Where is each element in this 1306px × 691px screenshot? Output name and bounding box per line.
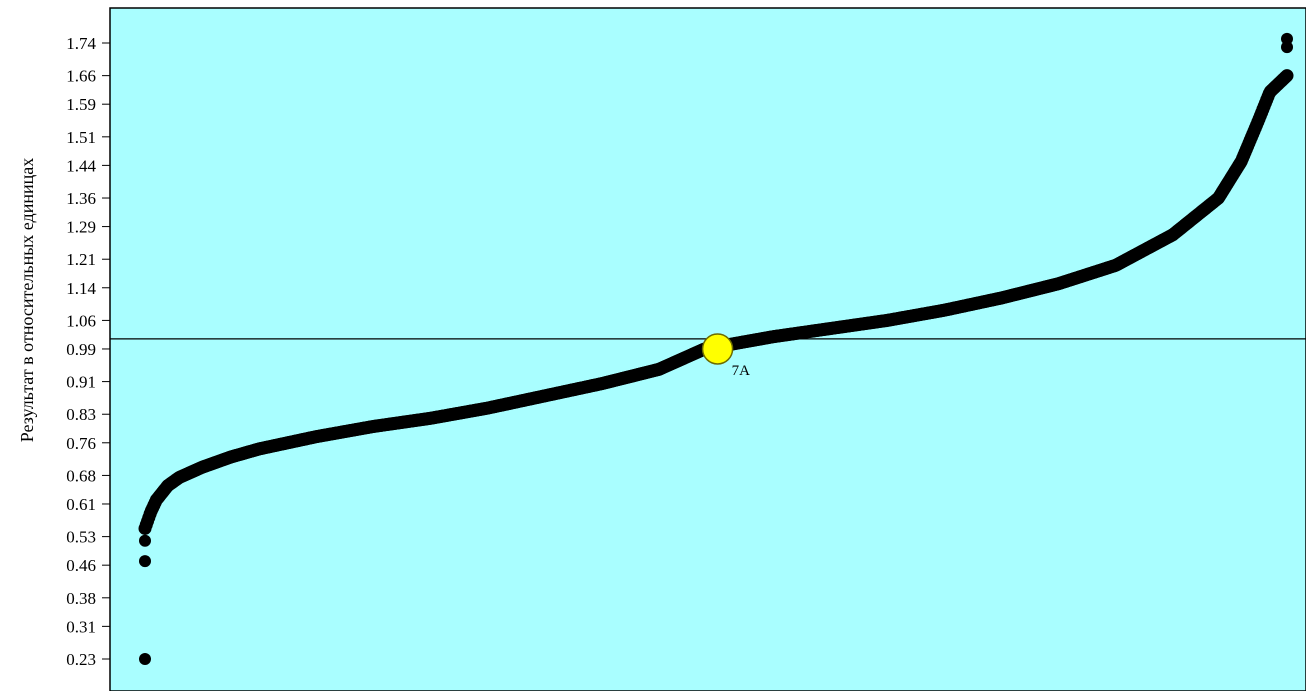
y-tick-label: 0.91 — [66, 373, 96, 392]
outlier-point — [1281, 32, 1293, 45]
y-tick-label: 0.76 — [66, 434, 96, 453]
y-tick-label: 1.66 — [66, 67, 96, 86]
outlier-point — [139, 555, 151, 568]
y-tick-label: 0.83 — [66, 405, 96, 424]
y-tick-label: 1.36 — [66, 189, 96, 208]
y-tick-label: 1.29 — [66, 218, 96, 237]
y-tick-label: 1.74 — [66, 34, 96, 53]
y-tick-label: 1.51 — [66, 128, 96, 147]
y-tick-label: 0.46 — [66, 556, 96, 575]
y-tick-label: 0.68 — [66, 466, 96, 485]
y-tick-label: 0.53 — [66, 528, 96, 547]
y-tick-label: 0.99 — [66, 340, 96, 359]
outlier-point — [139, 534, 151, 547]
y-tick-label: 1.06 — [66, 311, 96, 330]
outlier-point — [139, 653, 151, 665]
y-tick-label: 1.59 — [66, 95, 96, 114]
y-tick-label: 1.14 — [66, 279, 96, 298]
y-tick-label: 0.61 — [66, 495, 96, 514]
data-points — [138, 32, 1294, 665]
y-axis-label: Результат в относительных единицах — [17, 158, 37, 442]
y-tick-label: 0.23 — [66, 650, 96, 669]
y-tick-label: 0.31 — [66, 617, 96, 636]
highlight-point — [701, 333, 734, 365]
y-tick-label: 1.21 — [66, 250, 96, 269]
highlight-label: 7A — [732, 363, 751, 379]
y-tick-label: 0.38 — [66, 589, 96, 608]
data-point — [1280, 69, 1294, 83]
y-tick-label: 1.44 — [66, 156, 96, 175]
y-axis-ticks: 0.23 0.31 0.38 0.46 0.53 0.61 0.68 0.76 0.83 0.91… — [66, 34, 110, 669]
